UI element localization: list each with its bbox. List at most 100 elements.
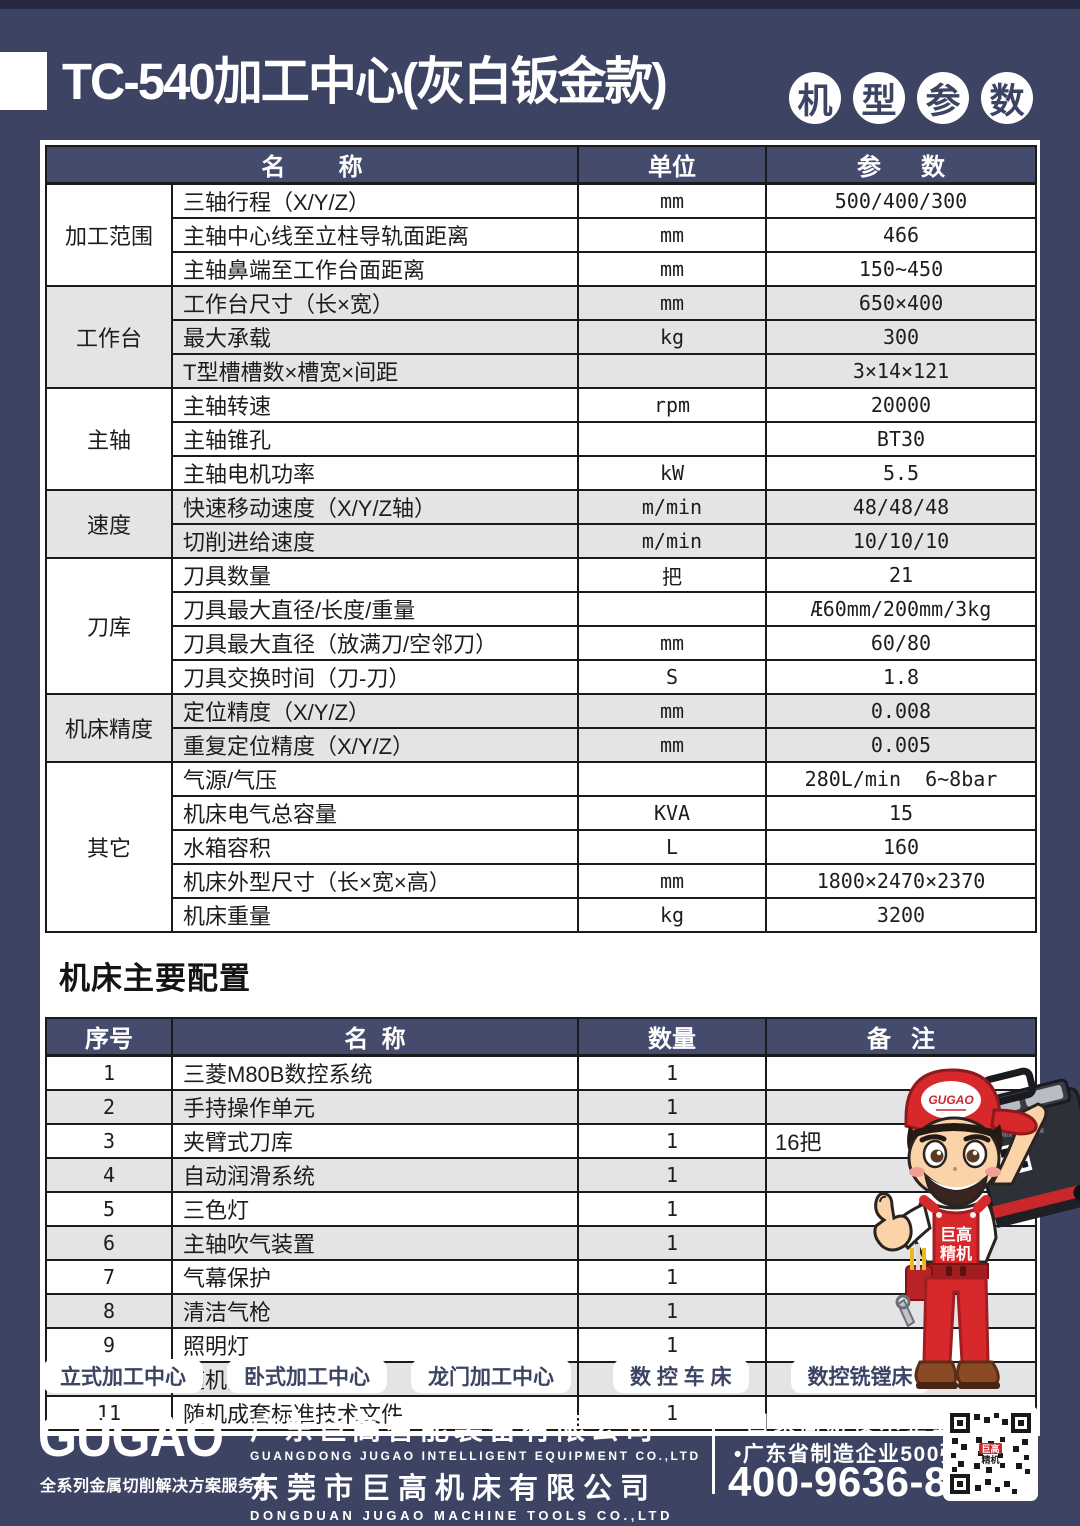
spec-value: 48/48/48 — [765, 489, 1037, 525]
table-row: 机床电气总容量 KVA 15 — [46, 795, 1037, 831]
table-row: 刀库 刀具数量 把 21 — [45, 557, 1037, 695]
config-no: 9 — [45, 1327, 173, 1363]
group-label: 其它 — [45, 761, 173, 933]
config-qty: 1 — [577, 1293, 767, 1329]
footer-slogan: 全系列金属切削解决方案服务商 — [40, 1478, 272, 1495]
spec-unit: mm — [577, 693, 767, 729]
config-name: 主轴吹气装置 — [171, 1225, 579, 1261]
cert-national-hightech: •国家高新技术企业 — [734, 1413, 959, 1436]
company-names: 广东巨高智能装备有限公司 GUANGDONG JUGAO INTELLIGENT… — [250, 1406, 701, 1523]
config-note — [765, 1259, 1037, 1295]
company-en-1: GUANGDONG JUGAO INTELLIGENT EQUIPMENT CO… — [250, 1449, 701, 1463]
spec-name: 主轴锥孔 — [171, 421, 579, 457]
spec-name: 快速移动速度（X/Y/Z轴） — [171, 489, 579, 525]
company-cn-2: 东莞市巨高机床有限公司 — [250, 1473, 658, 1505]
spec-value: 60/80 — [765, 625, 1037, 661]
table-row: 机床外型尺寸（长×宽×高） mm 1800×2470×2370 — [46, 863, 1037, 899]
spec-name: 刀具数量 — [171, 557, 579, 593]
top-edge-strip — [0, 0, 1080, 9]
spec-name: 重复定位精度（X/Y/Z） — [171, 727, 579, 763]
table-row: 速度 快速移动速度（X/Y/Z轴） m/min 48/48/48 — [45, 489, 1037, 559]
spec-value: 21 — [765, 557, 1037, 593]
config-no: 1 — [45, 1054, 173, 1091]
table-row: T型槽槽数×槽宽×间距 3×14×121 — [46, 353, 1037, 389]
spec-unit — [577, 421, 767, 457]
spec-name: 机床电气总容量 — [171, 795, 579, 831]
spec-unit: mm — [577, 727, 767, 763]
table-row: 刀具最大直径/长度/重量 Æ60mm/200mm/3kg — [46, 591, 1037, 627]
spec-unit: m/min — [577, 523, 767, 559]
qr-svg: 巨高 精机 — [948, 1411, 1033, 1496]
config-no: 11 — [45, 1395, 173, 1431]
page-title: TC-540加工中心(灰白钣金款) — [62, 53, 668, 110]
table-row: 8 清洁气枪 1 — [45, 1293, 1037, 1329]
config-qty: 1 — [577, 1395, 767, 1431]
group-label: 主轴 — [45, 387, 173, 491]
spec-unit — [577, 761, 767, 797]
config-qty: 1 — [577, 1191, 767, 1227]
spec-value: 5.5 — [765, 455, 1037, 491]
table-row: 主轴电机功率 kW 5.5 — [46, 455, 1037, 491]
table-row: 刀具交换时间（刀-刀） S 1.8 — [46, 659, 1037, 695]
config-no: 2 — [45, 1089, 173, 1125]
spec-unit: kW — [577, 455, 767, 491]
table-row: 7 气幕保护 1 — [45, 1259, 1037, 1295]
config-name: 三色灯 — [171, 1191, 579, 1227]
spec-value: 15 — [765, 795, 1037, 831]
mascot-svg: 速度快 精度高 大之工美 GUGAO — [873, 1067, 1080, 1389]
spec-value: 466 — [765, 217, 1037, 253]
spec-name: 最大承载 — [171, 319, 579, 355]
badge-char: 参 — [917, 72, 969, 124]
config-qty: 1 — [577, 1054, 767, 1091]
spec-table: 名 称 单位 参 数 加工范围 三轴行程（X/Y/Z） mm 500/400/3… — [45, 145, 1037, 933]
config-qty: 1 — [577, 1089, 767, 1125]
spec-value: 3×14×121 — [765, 353, 1037, 389]
spec-unit: mm — [577, 625, 767, 661]
spec-name: 主轴中心线至立柱导轨面距离 — [171, 217, 579, 253]
table-row: 主轴鼻端至工作台面距离 mm 150~450 — [46, 251, 1037, 287]
spec-header-unit: 单位 — [577, 145, 767, 185]
config-qty: 1 — [577, 1123, 767, 1159]
spec-unit: m/min — [577, 489, 767, 525]
spec-name: 刀具最大直径（放满刀/空邻刀） — [171, 625, 579, 661]
config-qty: 1 — [577, 1225, 767, 1261]
group-label: 速度 — [45, 489, 173, 559]
spec-unit: KVA — [577, 795, 767, 831]
badge-char: 型 — [853, 72, 905, 124]
company-cn-1: 广东巨高智能装备有限公司 — [250, 1414, 659, 1446]
table-row: 5 三色灯 1 — [45, 1191, 1037, 1227]
spec-value: 0.008 — [765, 693, 1037, 729]
spec-name: T型槽槽数×槽宽×间距 — [171, 353, 579, 389]
table-row: 水箱容积 L 160 — [46, 829, 1037, 865]
config-qty: 1 — [577, 1259, 767, 1295]
gugao-logo: GUGAO — [38, 1405, 224, 1469]
config-header-name: 名 称 — [171, 1017, 579, 1057]
config-name: 随机成套标准技术文件 — [171, 1395, 579, 1431]
spec-value: Æ60mm/200mm/3kg — [765, 591, 1037, 627]
tag-gantry-mc: 龙门加工中心 — [411, 1359, 571, 1393]
config-no: 3 — [45, 1123, 173, 1159]
mascot-illustration: 速度快 精度高 大之工美 GUGAO — [854, 1052, 1080, 1408]
group-label: 刀库 — [45, 557, 173, 695]
table-row: 其它 气源/气压 280L/min 6~8bar — [45, 761, 1037, 933]
mascot-bib-text-2: 精机 — [940, 1244, 972, 1263]
header: TC-540加工中心(灰白钣金款) 机 型 参 数 — [0, 30, 1080, 140]
spec-unit: mm — [577, 285, 767, 321]
tag-vertical-mc: 立式加工中心 — [43, 1359, 203, 1393]
cert-guangdong-top500: •广东省制造企业500强 — [734, 1443, 963, 1466]
config-no: 6 — [45, 1225, 173, 1261]
spec-name: 机床重量 — [171, 897, 579, 933]
spec-name: 定位精度（X/Y/Z） — [171, 693, 579, 729]
spec-unit: L — [577, 829, 767, 865]
company-en-2: DONGDUAN JUGAO MACHINE TOOLS CO.,LTD — [250, 1508, 674, 1523]
config-name: 夹臂式刀库 — [171, 1123, 579, 1159]
spec-unit: mm — [577, 217, 767, 253]
spec-value: 1800×2470×2370 — [765, 863, 1037, 899]
spec-unit — [577, 353, 767, 389]
spec-value: 500/400/300 — [765, 182, 1037, 219]
tag-cnc-boring: 数控铣镗床 — [790, 1359, 930, 1393]
mascot-cap-logo: GUGAO — [928, 1093, 974, 1107]
title-decor-square — [0, 52, 47, 110]
config-no: 8 — [45, 1293, 173, 1329]
